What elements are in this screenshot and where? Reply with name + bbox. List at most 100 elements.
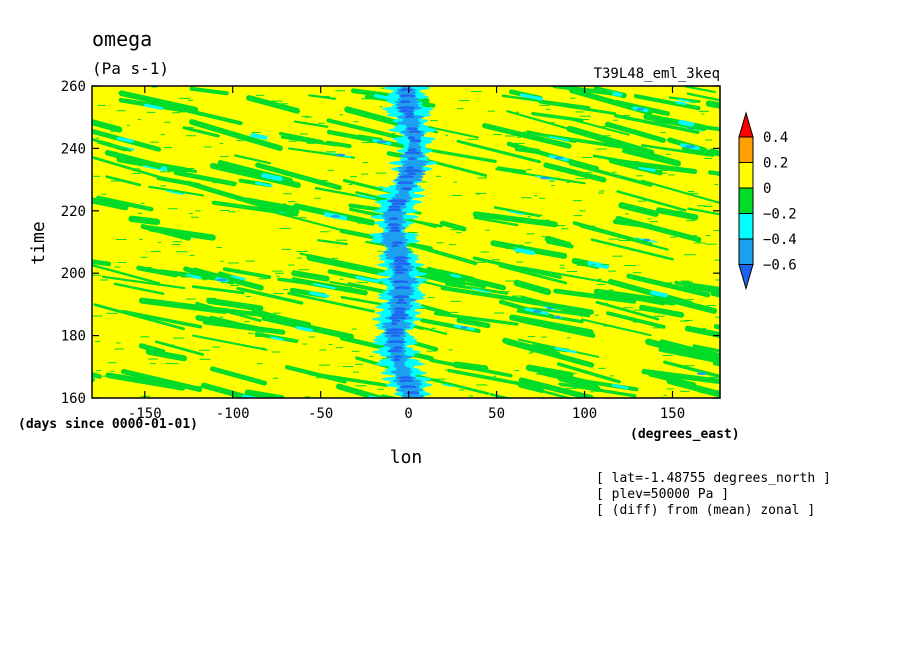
contour-streak	[145, 348, 187, 362]
contour-streak-core	[312, 283, 336, 290]
contour-streak	[668, 96, 701, 103]
x-axis: -150 -100 -50 0 50 100 150	[128, 86, 685, 422]
contour-streak	[156, 175, 202, 188]
contour-streak	[655, 207, 699, 221]
run-label: T39L48_eml_3keq	[594, 66, 720, 82]
contour-core	[729, 102, 737, 105]
contour-streak	[482, 123, 572, 149]
contour-streak-core	[548, 135, 569, 142]
x-tick-label: 150	[660, 406, 685, 422]
band-core	[398, 106, 416, 110]
contour-streak	[186, 180, 281, 213]
contour-streak	[614, 114, 700, 135]
contour-streak	[92, 259, 112, 267]
contour-streak	[380, 394, 402, 398]
colorbar-label: 0	[763, 181, 771, 197]
contour-streak	[138, 297, 228, 315]
contour-streak	[306, 254, 389, 277]
contour-streak	[53, 124, 79, 127]
contour-streak	[192, 334, 268, 351]
x-tick-label: -100	[216, 406, 250, 422]
contour-streak	[308, 94, 336, 100]
contour-streak	[423, 147, 497, 163]
colorbar-box	[738, 213, 754, 240]
colorbar-label: −0.6	[763, 258, 797, 274]
contour-streak	[616, 190, 687, 212]
band-blue	[382, 249, 412, 255]
contour-streak	[684, 86, 716, 94]
contour-streak	[206, 297, 264, 312]
contour-streak	[726, 107, 805, 126]
contour-streak-core	[143, 103, 163, 110]
contour-streak	[173, 170, 237, 187]
contour-streak-core	[296, 326, 313, 333]
contour-streak	[552, 86, 613, 96]
contour-streak	[556, 362, 621, 384]
contour-streak	[686, 92, 720, 102]
colorbar-label: 0.4	[763, 130, 788, 146]
chart-title: omega	[92, 27, 152, 51]
contour-streak-core	[261, 173, 283, 182]
contour-streak-core	[166, 190, 185, 196]
contour-streak	[560, 115, 630, 136]
contour-streak	[355, 191, 392, 202]
band-core	[400, 109, 414, 113]
contour-streak	[294, 120, 329, 128]
contour-streak	[262, 206, 300, 214]
contour-core	[92, 200, 93, 201]
contour-streak	[513, 279, 552, 296]
colorbar-box	[738, 238, 754, 265]
note-plev: [ plev=50000 Pa ]	[596, 487, 729, 502]
colorbar-triangle-bottom	[738, 264, 754, 291]
contour-streak-core	[513, 247, 535, 256]
contour-streak	[121, 369, 203, 393]
contour-streak	[520, 266, 610, 284]
contour-streak	[645, 338, 720, 364]
contour-streak	[420, 304, 451, 316]
contour-streak-core	[726, 102, 741, 105]
contour-core	[376, 140, 388, 144]
x-axis-label: lon	[390, 447, 423, 468]
contour-streak	[314, 186, 396, 204]
contour-streak	[663, 360, 720, 379]
contour-streak	[287, 291, 375, 313]
contour-streak	[581, 318, 652, 337]
x-tick-label: -150	[128, 406, 162, 422]
contour-streak	[727, 350, 795, 365]
band-blue	[381, 324, 411, 330]
contour-streak	[280, 135, 338, 147]
contour-streak	[639, 304, 685, 318]
contour-streak-core	[254, 181, 273, 188]
contour-streak	[460, 281, 486, 289]
y-axis: 160 180 200 220 240 260	[61, 79, 720, 407]
x-tick-label: 100	[572, 406, 597, 422]
contour-streak	[291, 270, 330, 282]
colorbar-label: 0.2	[763, 156, 788, 172]
x-units-label: (degrees_east)	[630, 427, 740, 442]
contour-streak	[543, 162, 607, 183]
contour-streak-core	[638, 165, 656, 172]
note-diff: [ (diff) from (mean) zonal ]	[596, 503, 815, 518]
contour-streak	[710, 291, 720, 298]
contour-streak-core	[678, 119, 695, 127]
contour-streak	[641, 368, 720, 385]
contour-streak	[182, 126, 220, 138]
contour-streak	[209, 162, 301, 189]
contour-streak	[604, 121, 666, 143]
band-blue	[390, 369, 413, 375]
contour-streak-core	[92, 199, 93, 203]
band-blue	[394, 177, 423, 183]
y-tick-label: 180	[61, 329, 86, 345]
contour-streak	[538, 100, 617, 115]
contour-streak	[665, 296, 718, 314]
contour-streak	[439, 220, 467, 232]
contour-streak	[472, 256, 562, 279]
band-core	[394, 256, 408, 260]
contour-streak	[202, 319, 286, 335]
contour-streak	[456, 317, 491, 329]
colorbar-triangle-top	[738, 111, 754, 138]
contour-streak	[154, 340, 204, 356]
contour-core	[737, 291, 746, 294]
note-lat: [ lat=-1.48755 degrees_north ]	[596, 471, 831, 486]
contour-streak	[593, 288, 677, 306]
